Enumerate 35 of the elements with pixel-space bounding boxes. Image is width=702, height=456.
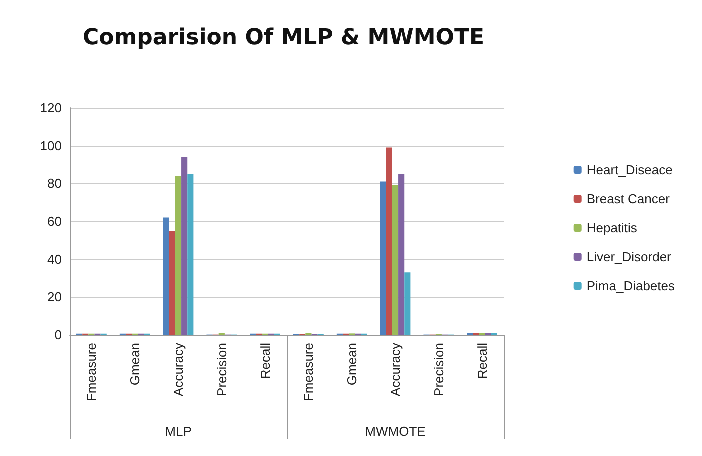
x-tick-label: Recall [258, 342, 273, 380]
y-tick-label: 120 [40, 100, 62, 116]
text: MWMOTE [365, 424, 426, 439]
bar [182, 157, 188, 335]
bar [188, 174, 194, 335]
bar [163, 218, 170, 335]
legend-label: Liver_Disorder [586, 250, 672, 264]
bar [175, 176, 182, 335]
x-tick-label: Gmean [344, 343, 360, 386]
x-tick-label: Precision [431, 343, 446, 396]
y-tick-label: 100 [40, 138, 62, 154]
legend-label: Pima_Diabetes [586, 278, 676, 294]
text: MLP [165, 424, 192, 439]
y-tick-label: 60 [48, 214, 62, 229]
x-tick-label: Fmeasure [301, 343, 316, 402]
x-tick-label: Precision [214, 343, 230, 396]
y-tick-label: 0 [54, 328, 62, 342]
x-tick-label: Recall [474, 342, 490, 380]
y-tick-label: 80 [48, 176, 62, 192]
bar [392, 186, 399, 335]
chart-title: Comparision Of MLP & MWMOTE [83, 26, 484, 50]
x-tick-label: Gmean [128, 343, 143, 386]
bar [398, 174, 405, 335]
bar [380, 182, 386, 335]
y-tick-label: 40 [48, 252, 62, 267]
x-tick-label: Fmeasure [84, 343, 100, 402]
legend-label: Hepatitis [586, 220, 638, 236]
legend-label: Breast Cancer [586, 192, 671, 206]
bar [404, 272, 411, 335]
bar [169, 230, 176, 335]
bar [386, 148, 392, 335]
x-tick-label: Accuracy [171, 342, 186, 396]
x-tick-label: Accuracy [388, 342, 403, 396]
legend-label: Heart_Diseace [586, 162, 673, 178]
y-tick-label: 20 [48, 290, 62, 305]
